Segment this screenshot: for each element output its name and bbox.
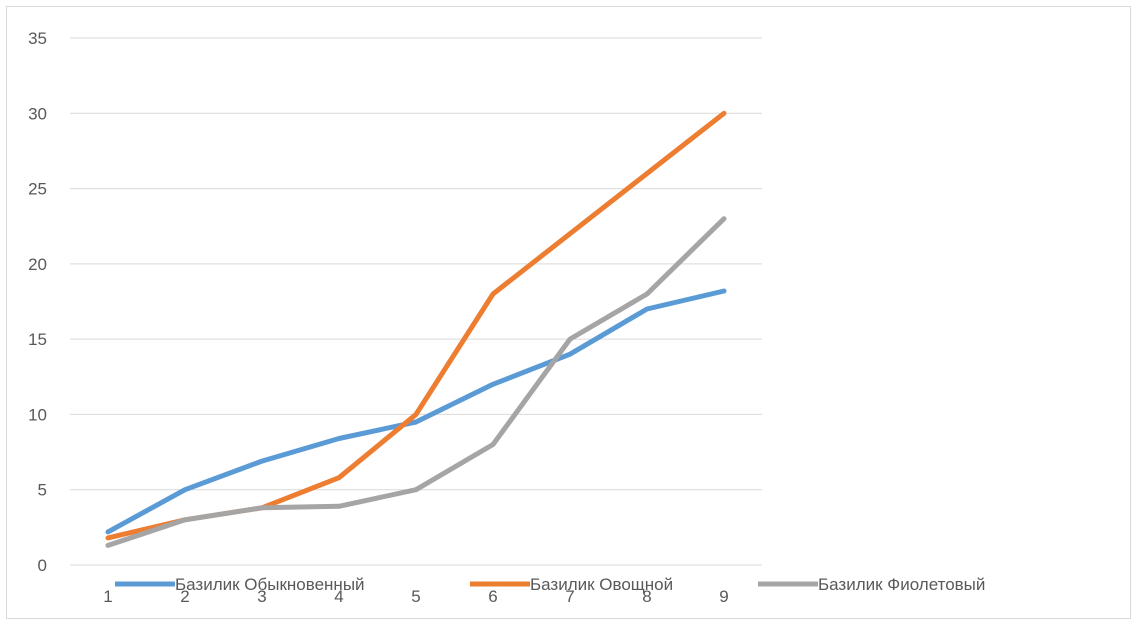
x-axis-ticks: 1 2 3 4 5 6 7 8 9 — [103, 587, 728, 606]
series-line-1 — [105, 288, 727, 535]
y-tick-label: 15 — [28, 330, 47, 349]
y-tick-label: 35 — [28, 29, 47, 48]
y-tick-label: 20 — [28, 255, 47, 274]
x-tick-label: 3 — [257, 587, 266, 606]
legend: Базилик Обыкновенный Базилик Овощной Базил… — [115, 575, 985, 594]
y-tick-label: 10 — [28, 405, 47, 424]
x-tick-label: 4 — [334, 587, 343, 606]
x-tick-label: 2 — [180, 587, 189, 606]
x-tick-label: 8 — [642, 587, 651, 606]
legend-label-1: Базилик Обыкновенный — [175, 575, 365, 594]
y-axis-ticks: 0 5 10 15 20 25 30 35 — [28, 29, 47, 575]
x-tick-label: 9 — [719, 587, 728, 606]
x-tick-label: 5 — [411, 587, 420, 606]
x-tick-label: 6 — [488, 587, 497, 606]
series-line-3 — [105, 216, 727, 548]
x-tick-label: 1 — [103, 587, 112, 606]
y-tick-label: 30 — [28, 104, 47, 123]
y-tick-label: 0 — [38, 556, 47, 575]
y-tick-label: 25 — [28, 180, 47, 199]
series-lines — [105, 110, 727, 548]
x-tick-label: 7 — [565, 587, 574, 606]
legend-label-3: Базилик Фиолетовый — [818, 575, 985, 594]
series-line-2 — [105, 110, 727, 541]
y-tick-label: 5 — [38, 481, 47, 500]
gridlines — [70, 37, 762, 566]
legend-label-2: Базилик Овощной — [530, 575, 673, 594]
